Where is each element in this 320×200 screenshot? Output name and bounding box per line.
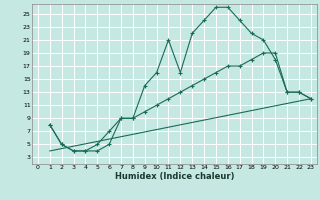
X-axis label: Humidex (Indice chaleur): Humidex (Indice chaleur) — [115, 172, 234, 181]
